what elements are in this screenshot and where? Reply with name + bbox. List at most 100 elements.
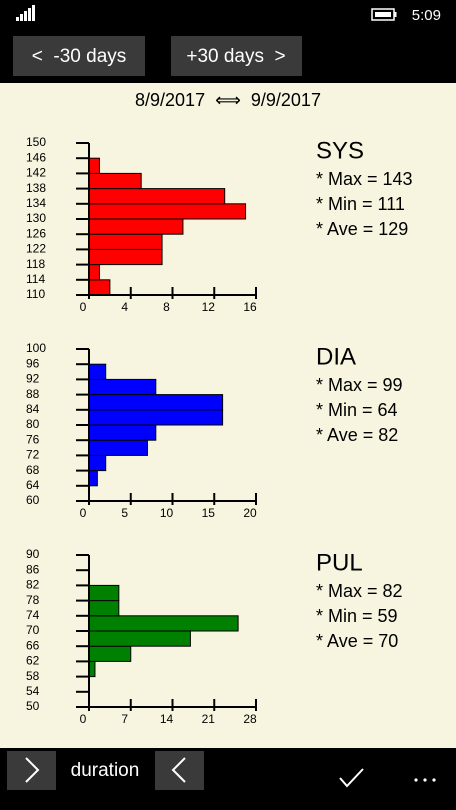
y-tick-label: 96 <box>26 356 40 370</box>
chart-title: DIA <box>316 343 356 370</box>
y-tick-label: 130 <box>26 211 46 225</box>
x-tick-label: 0 <box>80 300 87 314</box>
y-tick-label: 76 <box>26 432 40 446</box>
bar <box>88 424 157 441</box>
battery-icon <box>371 8 397 21</box>
bar <box>88 394 224 411</box>
forward-icon <box>25 757 40 783</box>
bar <box>88 600 120 617</box>
y-tick-label: 54 <box>26 684 40 698</box>
y-tick-label: 78 <box>26 593 40 607</box>
y-tick-label: 118 <box>26 257 45 271</box>
back-icon <box>171 757 186 783</box>
x-tick-label: 15 <box>202 506 216 520</box>
x-tick-label: 0 <box>80 506 87 520</box>
more-icon[interactable] <box>414 778 436 782</box>
stat-line: * Min = 64 <box>316 400 398 420</box>
y-tick-label: 142 <box>26 166 46 180</box>
bar <box>88 188 226 205</box>
x-tick-label: 5 <box>121 506 128 520</box>
x-tick-label: 20 <box>243 506 257 520</box>
prev-button[interactable] <box>13 36 145 76</box>
prev-button-label[interactable]: < -30 days <box>32 46 127 67</box>
next-button[interactable] <box>171 36 302 76</box>
y-tick-label: 134 <box>26 196 46 210</box>
stat-line: * Min = 59 <box>316 606 398 626</box>
bar <box>88 645 132 662</box>
y-tick-label: 68 <box>26 463 40 477</box>
y-tick-label: 62 <box>26 654 40 668</box>
y-tick-label: 60 <box>26 493 40 507</box>
bar <box>88 248 163 266</box>
bar <box>88 584 120 602</box>
stat-line: * Ave = 129 <box>316 219 408 239</box>
y-tick-label: 66 <box>26 638 40 652</box>
bar <box>88 157 100 174</box>
y-tick-label: 138 <box>26 181 46 195</box>
y-tick-label: 110 <box>26 287 45 301</box>
bar <box>88 630 191 647</box>
y-tick-label: 58 <box>26 669 40 683</box>
content-bg <box>0 83 456 748</box>
accept-icon[interactable] <box>339 768 364 788</box>
bottom-bar <box>0 748 456 810</box>
x-tick-label: 21 <box>202 712 216 726</box>
y-tick-label: 70 <box>26 623 40 637</box>
x-tick-label: 4 <box>121 300 128 314</box>
y-tick-label: 92 <box>26 372 40 386</box>
y-tick-label: 100 <box>26 341 46 355</box>
y-tick-label: 126 <box>26 226 46 240</box>
x-tick-label: 14 <box>160 712 174 726</box>
next-button-label[interactable]: +30 days > <box>186 46 285 67</box>
stat-line: * Max = 82 <box>316 581 403 601</box>
y-tick-label: 64 <box>26 478 40 492</box>
x-tick-label: 0 <box>80 712 87 726</box>
y-tick-label: 84 <box>26 402 40 416</box>
bar <box>88 363 107 380</box>
chart-title: SYS <box>316 137 364 164</box>
stat-line: * Max = 99 <box>316 375 403 395</box>
bar <box>88 439 148 456</box>
y-tick-label: 114 <box>26 272 45 286</box>
bar <box>88 378 157 396</box>
stat-line: * Min = 111 <box>316 194 405 214</box>
y-tick-label: 82 <box>26 578 40 592</box>
status-time: 5:09 <box>412 7 441 24</box>
chart-title: PUL <box>316 549 363 576</box>
y-tick-label: 88 <box>26 387 40 401</box>
bar <box>88 233 163 250</box>
y-tick-label: 80 <box>26 417 40 431</box>
bar <box>88 454 107 472</box>
x-tick-label: 28 <box>243 712 257 726</box>
forward-button[interactable] <box>7 751 56 790</box>
signal-icon <box>16 5 35 21</box>
bar <box>88 172 142 190</box>
bar <box>88 279 111 296</box>
x-tick-label: 7 <box>121 712 128 726</box>
y-tick-label: 150 <box>26 135 46 149</box>
back-button[interactable] <box>155 751 204 790</box>
stat-line: * Ave = 82 <box>316 425 398 445</box>
bar <box>88 218 184 235</box>
y-tick-label: 72 <box>26 448 40 462</box>
y-tick-label: 50 <box>26 699 40 713</box>
bar <box>88 203 247 220</box>
x-tick-label: 16 <box>243 300 257 314</box>
bar <box>88 409 224 426</box>
x-tick-label: 8 <box>163 300 170 314</box>
bar <box>88 615 239 632</box>
x-tick-label: 10 <box>160 506 174 520</box>
x-tick-label: 12 <box>202 300 216 314</box>
stat-line: * Ave = 70 <box>316 631 398 651</box>
y-tick-label: 90 <box>26 547 40 561</box>
y-tick-label: 122 <box>26 242 46 256</box>
y-tick-label: 146 <box>26 150 46 164</box>
y-tick-label: 86 <box>26 562 40 576</box>
bar <box>88 470 98 487</box>
y-tick-label: 74 <box>26 608 40 622</box>
bar <box>88 264 100 281</box>
stat-line: * Max = 143 <box>316 169 413 189</box>
date-range: 8/9/2017 ⟺ 9/9/2017 <box>135 90 321 110</box>
